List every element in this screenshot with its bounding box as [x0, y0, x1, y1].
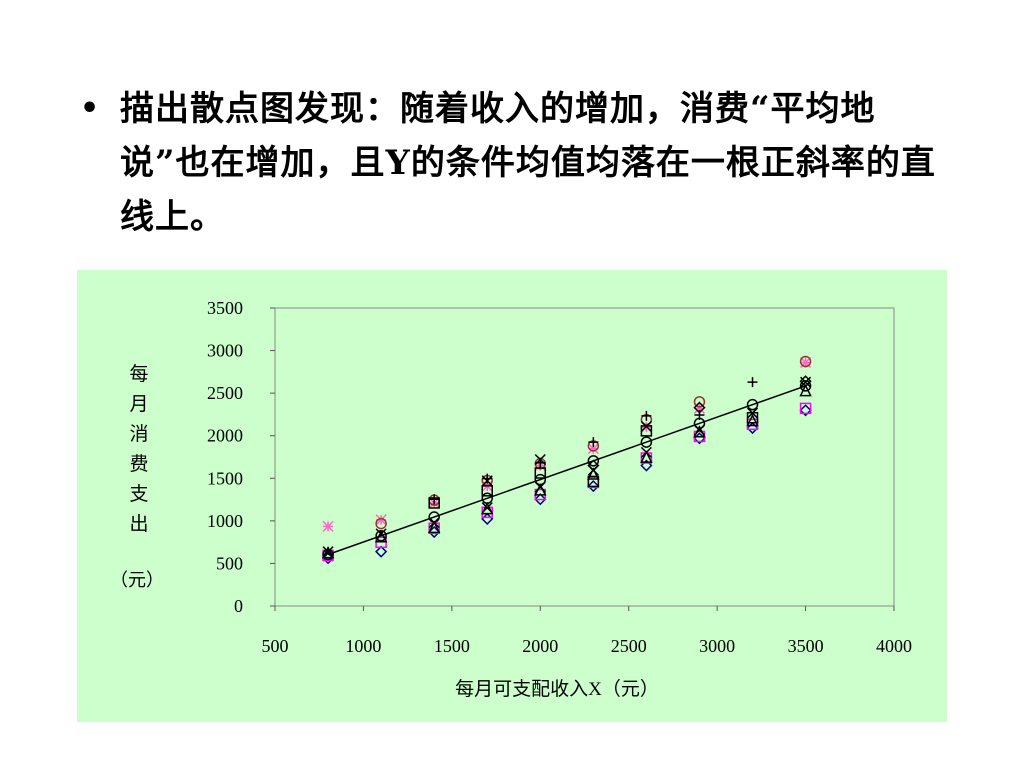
scatter-point	[482, 473, 493, 484]
scatter-chart: 0 500 1000 1500 2000 2500 3000 3500 500 1000 1500…	[110, 298, 912, 700]
x-axis-label: 每月可支配收入X（元）	[455, 678, 659, 700]
scatter-point	[481, 475, 493, 487]
scatter-point	[587, 467, 600, 480]
scatter-point	[322, 548, 334, 561]
scatter-point	[375, 530, 387, 542]
scatter-point	[693, 396, 706, 408]
trend-line	[327, 385, 806, 556]
scatter-point	[322, 546, 334, 558]
x-tick-label: 3000	[699, 636, 735, 656]
scatter-point	[481, 502, 493, 514]
scatter-point	[799, 355, 812, 368]
scatter-point	[746, 411, 759, 424]
scatter-point	[746, 421, 759, 435]
scatter-point	[534, 493, 547, 506]
y-axis-label-char: 每	[129, 363, 148, 385]
y-tick-label: 0	[234, 596, 243, 616]
scatter-point	[428, 497, 440, 509]
scatter-point	[799, 404, 812, 417]
scatter-point	[534, 467, 547, 479]
scatter-point	[587, 459, 600, 472]
scatter-point	[641, 410, 652, 421]
y-tick-label: 2000	[207, 426, 243, 446]
y-axis-label-char: 出	[129, 513, 148, 535]
scatter-point	[693, 401, 706, 414]
scatter-point	[534, 454, 546, 466]
scatter-point	[640, 436, 653, 448]
x-tick-label: 2500	[611, 636, 647, 656]
scatter-point	[746, 413, 759, 427]
scatter-point	[375, 514, 387, 526]
scatter-point	[746, 398, 759, 411]
scatter-point	[640, 459, 653, 472]
scatter-point	[481, 501, 494, 515]
scatter-point	[587, 443, 599, 455]
y-axis-label-char: 消	[129, 423, 148, 445]
scatter-point	[587, 480, 600, 493]
y-axis-unit: （元）	[110, 570, 164, 590]
y-tick-label: 2500	[207, 383, 243, 403]
y-axis-label-char: 费	[129, 453, 148, 475]
y-axis-label-char: 月	[129, 394, 148, 415]
scatter-point	[375, 517, 387, 530]
scatter-point	[321, 552, 335, 565]
x-tick-label: 1000	[345, 636, 381, 656]
bullet-block: • 描出散点图发现：随着收入的增加，消费“平均地说”也在增加，且Y的条件均值均落…	[80, 82, 940, 244]
scatter-point	[799, 402, 812, 415]
plot-area	[274, 307, 895, 607]
scatter-point	[640, 420, 652, 432]
x-tick-label: 500	[262, 636, 289, 656]
scatter-point	[693, 402, 705, 414]
scatter-point	[481, 485, 493, 497]
y-tick-label: 1000	[207, 511, 243, 531]
scatter-point	[534, 473, 547, 486]
scatter-point	[747, 377, 758, 388]
bullet-text: 描出散点图发现：随着收入的增加，消费“平均地说”也在增加，且Y的条件均值均落在一…	[120, 89, 936, 237]
chart-panel: 0 500 1000 1500 2000 2500 3000 3500 500 1000 1500…	[77, 270, 947, 722]
y-tick-label: 1500	[207, 468, 243, 488]
y-tick-label: 3000	[207, 341, 243, 361]
y-tick-label: 3500	[207, 298, 243, 318]
y-tick-label: 500	[216, 553, 243, 573]
scatter-point	[693, 417, 706, 430]
scatter-point	[800, 356, 812, 369]
x-tick-label: 3500	[788, 636, 824, 656]
scatter-point	[588, 437, 599, 448]
scatter-point	[375, 545, 388, 558]
scatter-point	[799, 380, 812, 392]
scatter-point	[429, 494, 440, 505]
scatter-point	[587, 475, 600, 488]
x-tick-label: 1500	[434, 636, 470, 656]
scatter-point	[427, 520, 441, 534]
scatter-point	[322, 520, 334, 532]
scatter-point	[428, 511, 440, 523]
scatter-point	[321, 545, 335, 559]
x-tick-label: 4000	[876, 636, 912, 656]
scatter-point	[587, 455, 600, 467]
bullet-symbol: •	[80, 91, 100, 126]
scatter-point	[481, 492, 493, 505]
scatter-point	[640, 450, 653, 463]
scatter-point	[640, 446, 652, 458]
x-tick-label: 2000	[522, 636, 558, 656]
y-axis-label-char: 支	[129, 483, 148, 505]
